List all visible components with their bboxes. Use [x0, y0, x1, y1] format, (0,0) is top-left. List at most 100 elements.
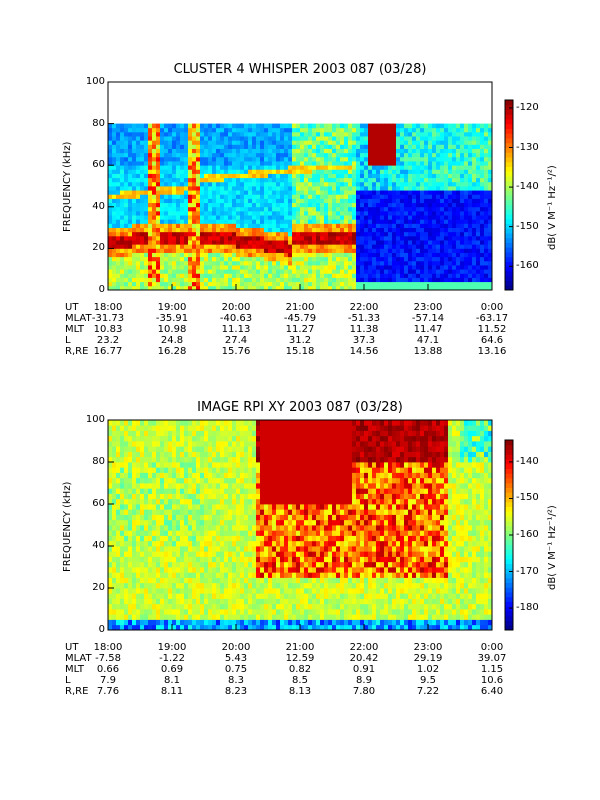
- colorbar-swatch: [505, 142, 513, 148]
- colorbar-swatch: [505, 444, 513, 450]
- colorbar-swatch: [505, 104, 513, 110]
- ephemeris-value: 11.13: [221, 324, 251, 335]
- colorbar-swatch: [505, 171, 513, 177]
- ephemeris-row-label: MLAT: [65, 313, 92, 324]
- ephemeris-value: 13.16: [477, 346, 507, 357]
- colorbar-swatch: [505, 285, 513, 291]
- colorbar-swatch: [505, 573, 513, 579]
- colorbar-tick-label: -130: [516, 141, 539, 153]
- y-tick-label: 0: [98, 624, 105, 635]
- ephemeris-value: -40.63: [219, 313, 253, 324]
- colorbar-swatch: [505, 237, 513, 243]
- colorbar-swatch: [505, 119, 513, 125]
- ephemeris-value: 10.6: [480, 675, 504, 686]
- colorbar-swatch: [505, 199, 513, 205]
- y-tick-label: 40: [92, 200, 105, 212]
- ephemeris-value: 7.9: [100, 675, 116, 686]
- colorbar-swatch: [505, 195, 513, 201]
- ephemeris-value: 21:00: [285, 642, 315, 653]
- colorbar-swatch: [505, 185, 513, 191]
- colorbar-frame-0: [504, 99, 514, 291]
- ephemeris-value: 18:00: [93, 642, 123, 653]
- colorbar-swatch: [505, 449, 513, 455]
- ephemeris-value: -31.73: [91, 313, 125, 324]
- ephemeris-value: 0.75: [224, 664, 248, 675]
- colorbar-swatch: [505, 214, 513, 220]
- colorbar-swatch: [505, 606, 513, 612]
- ephemeris-value: -57.14: [411, 313, 445, 324]
- colorbar-swatch: [505, 511, 513, 517]
- ephemeris-value: 22:00: [349, 302, 379, 313]
- spectrogram-cells-0: [108, 123, 493, 291]
- colorbar-swatch: [505, 554, 513, 560]
- colorbar-swatch: [505, 271, 513, 277]
- colorbar-swatch: [505, 209, 513, 215]
- colorbar-swatch: [505, 563, 513, 569]
- colorbar-swatch: [505, 204, 513, 210]
- colorbar-swatch: [505, 233, 513, 239]
- ephemeris-value: 1.15: [480, 664, 504, 675]
- colorbar-swatch: [505, 161, 513, 167]
- ephemeris-value: 0:00: [480, 302, 504, 313]
- colorbar-swatch: [505, 601, 513, 607]
- ephemeris-value: -45.79: [283, 313, 317, 324]
- ephemeris-value: 7.80: [352, 686, 376, 697]
- ephemeris-value: 23:00: [413, 302, 443, 313]
- colorbar-swatch: [505, 180, 513, 186]
- y-tick-label: 60: [92, 159, 105, 171]
- colorbar-swatch: [505, 166, 513, 172]
- colorbar-swatch: [505, 123, 513, 129]
- colorbar-swatch: [505, 568, 513, 574]
- ephemeris-value: 18:00: [93, 302, 123, 313]
- ephemeris-value: 10.83: [93, 324, 123, 335]
- ephemeris-row-label: MLT: [65, 664, 84, 675]
- ephemeris-value: 16.77: [93, 346, 123, 357]
- colorbar-swatch: [505, 218, 513, 224]
- ephemeris-value: 16.28: [157, 346, 187, 357]
- ephemeris-value: 0.91: [352, 664, 376, 675]
- y-tick-label: 40: [92, 540, 105, 551]
- colorbar-swatch: [505, 147, 513, 153]
- ephemeris-value: 0.82: [288, 664, 312, 675]
- ephemeris-value: 19:00: [157, 642, 187, 653]
- ephemeris-value: -7.58: [95, 653, 121, 664]
- ephemeris-value: 1.02: [416, 664, 440, 675]
- ephemeris-value: 13.88: [413, 346, 443, 357]
- colorbar-swatch: [505, 256, 513, 262]
- colorbar-swatch: [505, 138, 513, 144]
- colorbar-swatch: [505, 577, 513, 583]
- ephemeris-value: 11.47: [413, 324, 443, 335]
- ephemeris-value: 8.1: [164, 675, 180, 686]
- colorbar-swatch: [505, 152, 513, 158]
- colorbar-swatch: [505, 492, 513, 498]
- colorbar-swatch: [505, 501, 513, 507]
- colorbar-tick-label: -160: [516, 260, 539, 272]
- ephemeris-value: 21:00: [285, 302, 315, 313]
- colorbar-swatch: [505, 620, 513, 626]
- ephemeris-value: 11.52: [477, 324, 507, 335]
- ephemeris-value: 19:00: [157, 302, 187, 313]
- colorbar-swatch: [505, 625, 513, 631]
- ephemeris-value: 8.23: [224, 686, 248, 697]
- colorbar-swatch: [505, 558, 513, 564]
- colorbar-swatch: [505, 468, 513, 474]
- colorbar-swatch: [505, 478, 513, 484]
- ephemeris-value: 12.59: [285, 653, 315, 664]
- colorbar-swatch: [505, 266, 513, 272]
- colorbar-swatch: [505, 242, 513, 248]
- ephemeris-row-label: R,RE: [65, 686, 89, 697]
- ephemeris-row-label: UT: [65, 302, 79, 313]
- ephemeris-value: 31.2: [288, 335, 312, 346]
- colorbar-tick-label: -150: [516, 492, 539, 504]
- ephemeris-row-label: L: [65, 335, 71, 346]
- ephemeris-value: 24.8: [160, 335, 184, 346]
- spectrogram-cells-1: [108, 420, 493, 631]
- ephemeris-value: 23.2: [96, 335, 120, 346]
- chart-title-whisper: CLUSTER 4 WHISPER 2003 087 (03/28): [173, 62, 427, 77]
- colorbar-swatch: [505, 611, 513, 617]
- colorbar-swatch: [505, 280, 513, 286]
- colorbar-tick-label: -140: [516, 455, 539, 467]
- ephemeris-row-label: L: [65, 675, 71, 686]
- colorbar-swatch: [505, 100, 513, 106]
- colorbar-swatch: [505, 454, 513, 460]
